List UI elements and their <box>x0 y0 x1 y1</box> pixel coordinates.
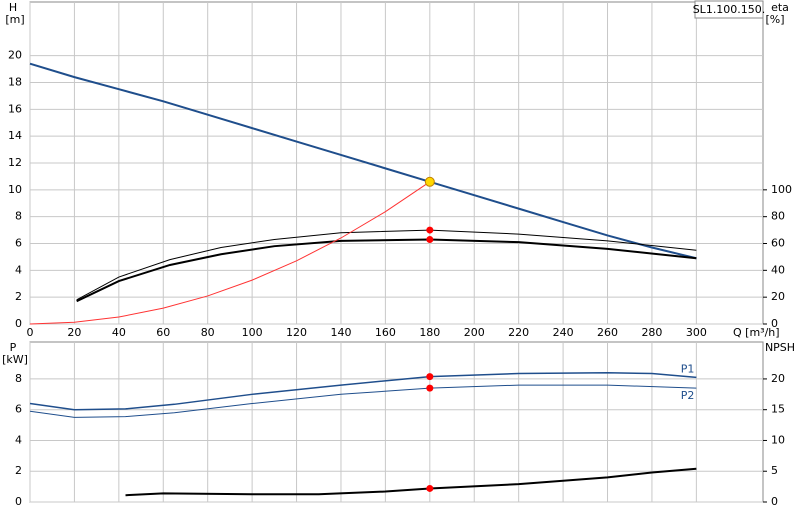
x-tick-label: 240 <box>553 326 574 339</box>
y-tick-label: 8 <box>15 372 22 385</box>
legend-box <box>694 0 764 19</box>
x-tick-label: 300 <box>686 326 707 339</box>
y-tick-label: 4 <box>15 263 22 276</box>
y-unit: [m] <box>5 13 24 26</box>
x-tick-label: 120 <box>286 326 307 339</box>
x-tick-label: 280 <box>641 326 662 339</box>
curve <box>29 372 697 411</box>
y-tick-label: 14 <box>8 129 22 142</box>
x-tick-label: 60 <box>156 326 170 339</box>
y-tick-label: 2 <box>15 464 22 477</box>
y-tick-label: 18 <box>8 76 22 89</box>
point <box>426 235 434 243</box>
series-label: P1 <box>681 362 695 375</box>
y2-label: eta <box>771 1 789 14</box>
y2-label: NPSH <box>765 341 795 354</box>
y-tick-label: 0 <box>15 317 22 330</box>
y-tick-label: 0 <box>15 495 22 508</box>
y-label: P <box>10 341 17 354</box>
curve <box>125 467 697 497</box>
curve <box>29 181 431 325</box>
y-tick-label: 20 <box>8 49 22 62</box>
y-tick-label: 6 <box>15 403 22 416</box>
point <box>424 176 435 187</box>
curve <box>76 238 697 303</box>
x-tick-label: 20 <box>67 326 81 339</box>
y2-tick-label: 20 <box>771 290 785 303</box>
y2-tick-label: 5 <box>771 464 778 477</box>
x-tick-label: 180 <box>419 326 440 339</box>
y-tick-label: 16 <box>8 102 22 115</box>
y2-tick-label: 80 <box>771 210 785 223</box>
point <box>426 226 434 234</box>
x-tick-label: 40 <box>112 326 126 339</box>
y2-tick-label: 40 <box>771 263 785 276</box>
x-tick-label: 160 <box>375 326 396 339</box>
point <box>426 384 434 392</box>
y2-tick-label: 10 <box>771 433 785 446</box>
curve <box>76 229 697 301</box>
curve <box>29 384 697 418</box>
y-label: H <box>9 1 17 14</box>
legend-text: SL1.100.150. <box>693 3 766 16</box>
y2-tick-label: 20 <box>771 372 785 385</box>
y2-tick-label: 100 <box>771 183 792 196</box>
point <box>426 373 434 381</box>
plot-area <box>29 341 764 503</box>
y-tick-label: 10 <box>8 183 22 196</box>
curve <box>29 62 697 260</box>
y-tick-label: 12 <box>8 156 22 169</box>
x-tick-label: 80 <box>201 326 215 339</box>
point <box>426 484 434 492</box>
series-label: P2 <box>681 389 695 402</box>
y2-tick-label: 0 <box>771 317 778 330</box>
y-tick-label: 2 <box>15 290 22 303</box>
x-tick-label: 0 <box>27 326 34 339</box>
y2-tick-label: 60 <box>771 237 785 250</box>
y2-tick-label: 0 <box>771 495 778 508</box>
x-tick-label: 200 <box>464 326 485 339</box>
y2-tick-label: 15 <box>771 403 785 416</box>
y-tick-label: 8 <box>15 210 22 223</box>
y2-unit: [%] <box>765 13 784 26</box>
y-unit: [kW] <box>2 353 28 366</box>
y-tick-label: 6 <box>15 237 22 250</box>
x-tick-label: 260 <box>597 326 618 339</box>
x-tick-label: 100 <box>242 326 263 339</box>
y-tick-label: 4 <box>15 433 22 446</box>
x-label: Q [m³/h] <box>733 326 780 339</box>
x-tick-label: 140 <box>330 326 351 339</box>
x-tick-label: 220 <box>508 326 529 339</box>
